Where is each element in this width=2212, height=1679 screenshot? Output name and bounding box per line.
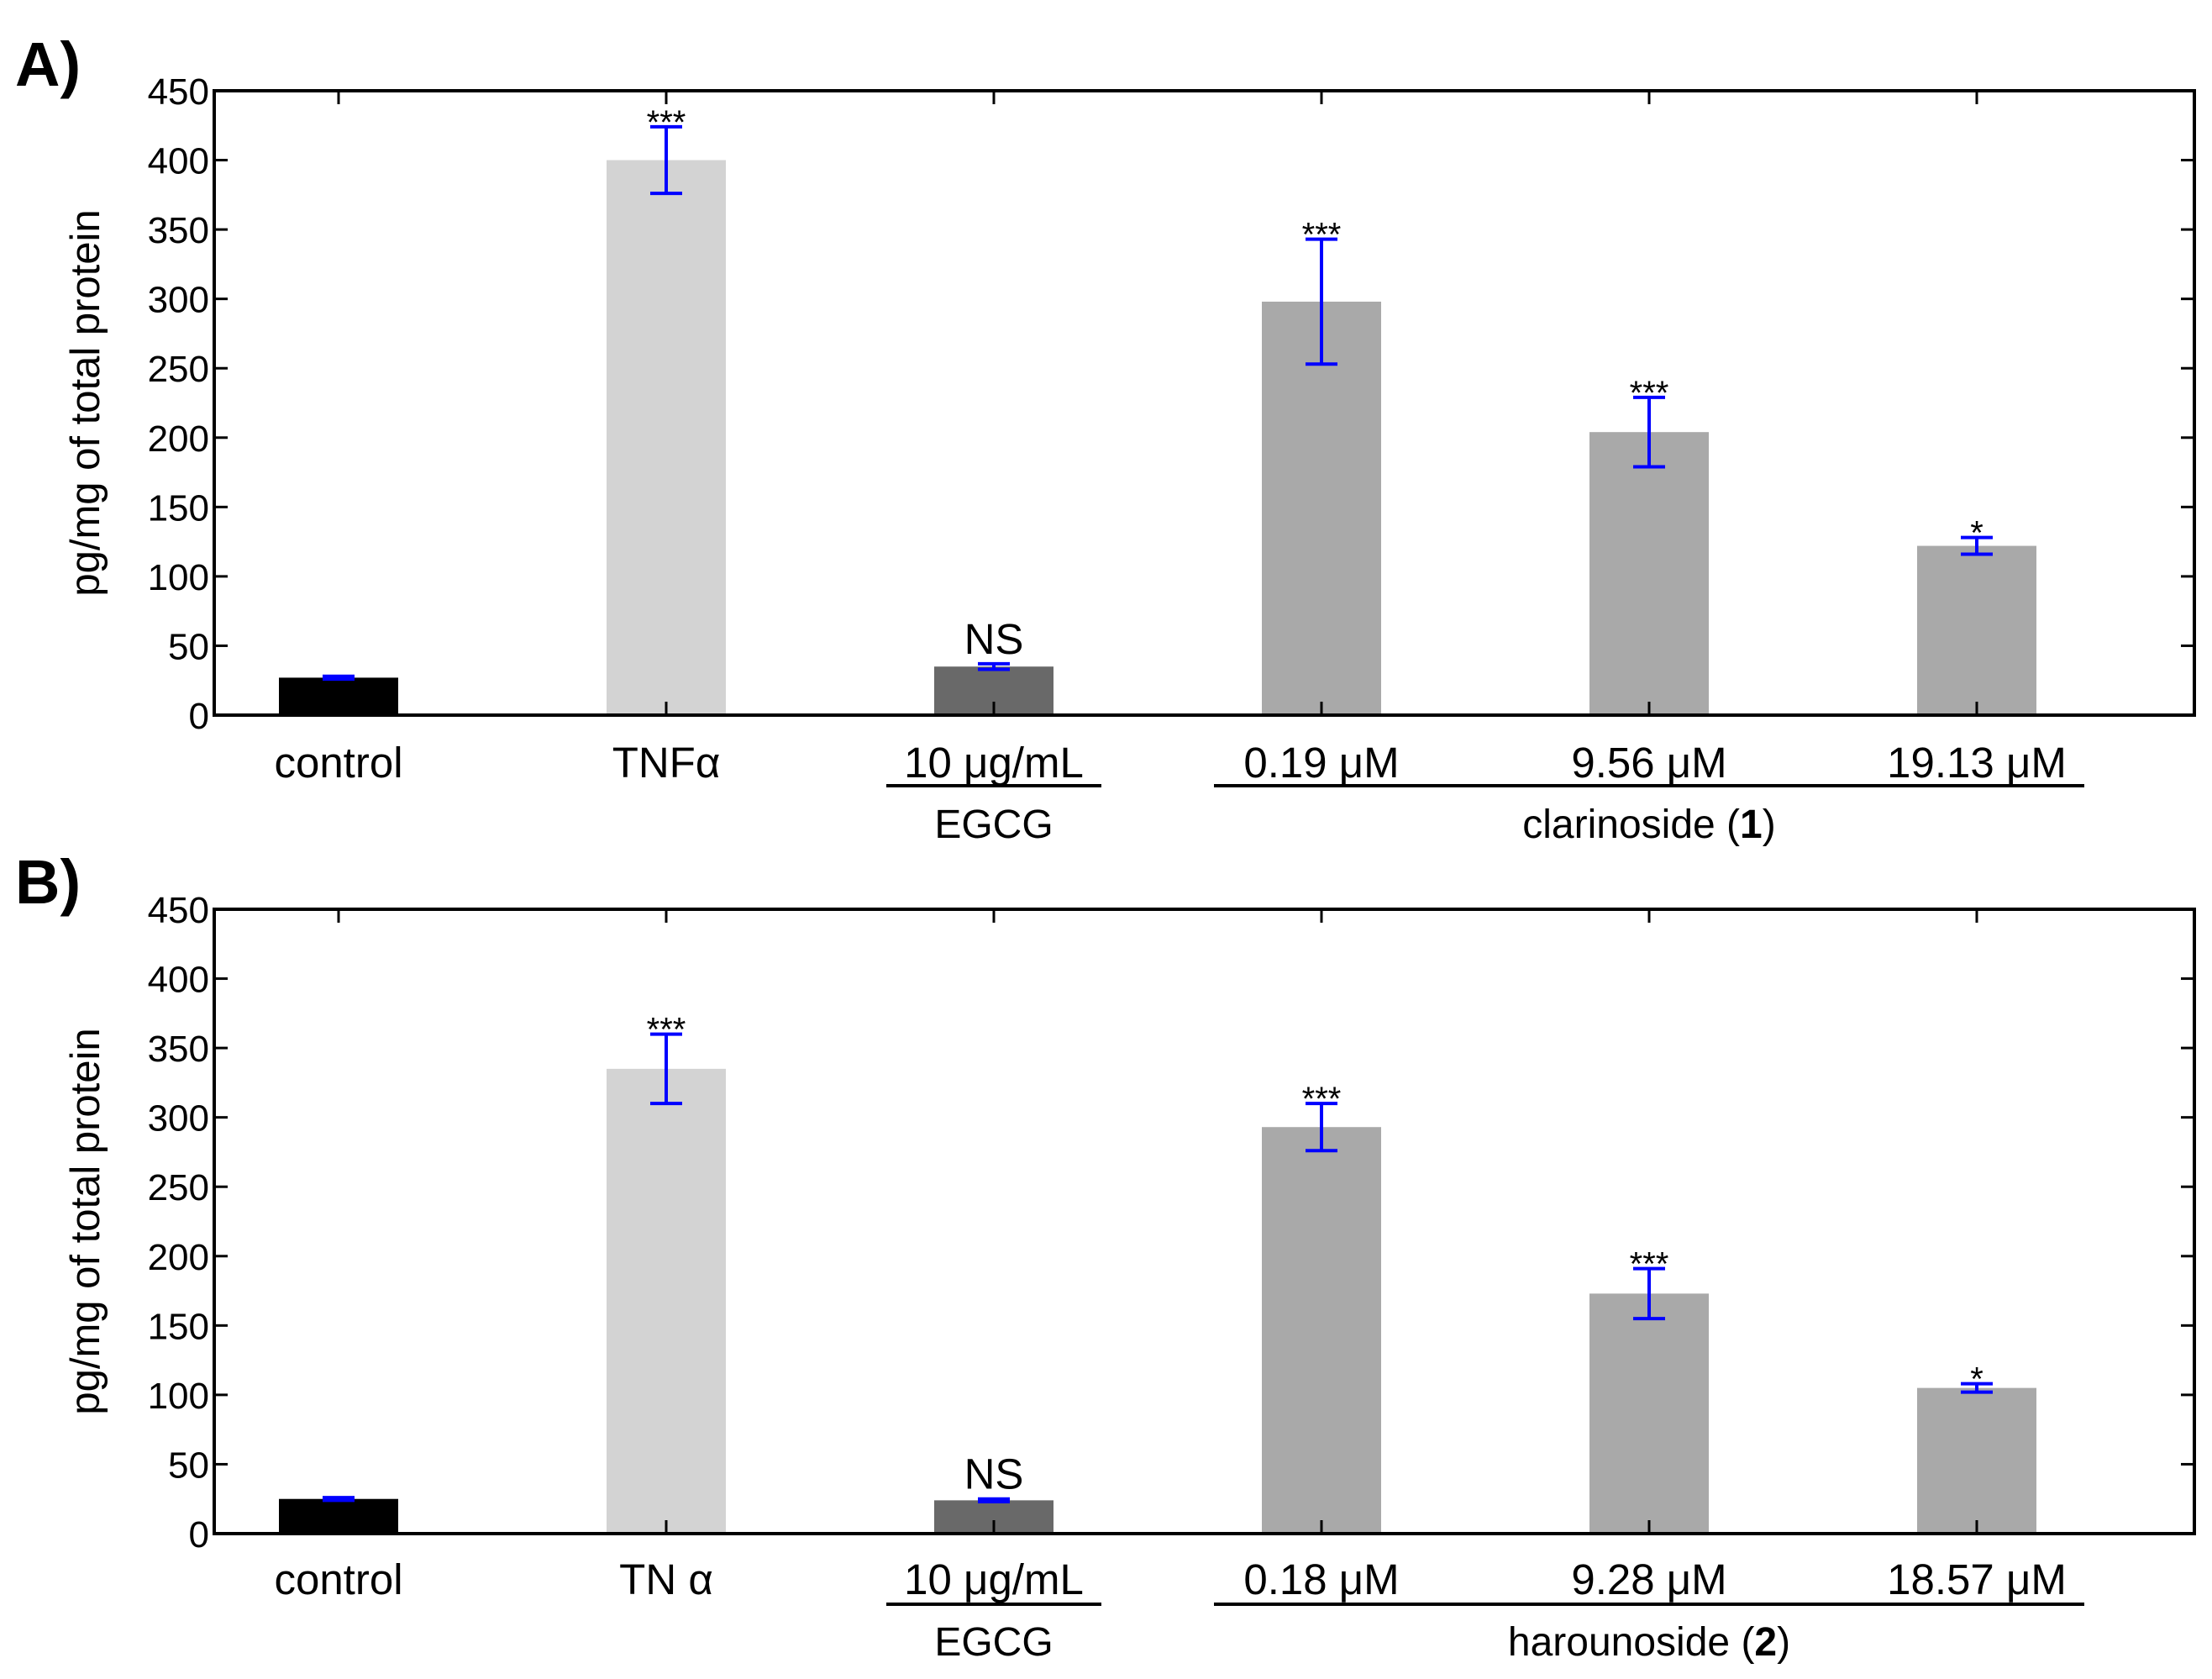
group-label: harounoside (2) [1508,1620,1790,1665]
group-label-suffix: ) [1763,803,1776,847]
x-category-label: TN α [619,1555,713,1603]
y-tick-label: 150 [148,487,209,529]
bar [607,160,726,716]
plot-frame [213,908,2196,1535]
significance-label: * [1970,515,1983,552]
panel-letter: B) [15,847,81,917]
error-bar [1961,1382,1993,1394]
group-label: EGCG [934,1620,1053,1665]
group-label: EGCG [934,803,1053,847]
significance-label: NS [964,615,1024,663]
x-category-label: 10 μg/mL [904,1555,1084,1603]
x-category-label: 10 μg/mL [904,739,1084,787]
bar [1917,545,2036,715]
group-label-text: clarinoside ( [1522,803,1740,847]
bar [1262,1127,1381,1534]
error-bar [323,1496,355,1503]
significance-label: *** [647,104,686,141]
significance-label: *** [1302,217,1342,254]
error-bar [1961,535,1993,556]
error-bar [978,1497,1010,1504]
plot-frame [213,89,2196,717]
x-category-label: TNFα [612,739,721,787]
y-tick-label: 250 [148,349,209,390]
compound-number: 1 [1740,803,1763,847]
significance-label: *** [1630,1246,1669,1283]
group-label-text: EGCG [934,803,1053,847]
group-label-text: EGCG [934,1620,1053,1665]
y-tick-label: 200 [148,418,209,460]
group-label: clarinoside (1) [1522,803,1775,847]
bar [1589,1293,1709,1534]
bar [1262,301,1381,715]
bar [607,1068,726,1534]
y-axis-label: pg/mg of total protein [63,1028,108,1414]
significance-label: *** [1302,1081,1342,1118]
group-label-text: harounoside ( [1508,1620,1755,1665]
y-tick-label: 0 [189,1514,209,1555]
error-bar [323,674,355,682]
error-bar [1306,1102,1337,1153]
y-tick-label: 300 [148,280,209,321]
y-tick-label: 450 [148,890,209,931]
panel-b: B)pg/mg of total protein ***NS*******0501… [15,847,2196,1665]
x-category-label: control [274,1555,402,1603]
y-tick-label: 150 [148,1306,209,1347]
y-tick-label: 450 [148,71,209,113]
y-tick-label: 50 [168,626,209,667]
y-tick-label: 300 [148,1098,209,1140]
error-bar [978,661,1010,671]
x-category-label: 9.56 μM [1571,739,1726,787]
error-bar [1306,237,1337,366]
x-category-label: control [274,739,402,787]
y-axis-label: pg/mg of total protein [63,209,108,596]
y-tick-label: 350 [148,210,209,251]
significance-label: * [1970,1361,1983,1398]
x-category-label: 19.13 μM [1887,739,2067,787]
panel-a: A)pg/mg of total protein***NS*******0501… [15,29,2196,847]
x-category-label: 18.57 μM [1887,1555,2067,1603]
significance-label: *** [647,1012,686,1049]
y-tick-label: 200 [148,1237,209,1278]
y-tick-label: 0 [189,696,209,737]
y-tick-label: 250 [148,1167,209,1208]
y-tick-label: 400 [148,960,209,1001]
y-tick-label: 100 [148,1376,209,1417]
group-label-suffix: ) [1777,1620,1790,1665]
compound-number: 2 [1754,1620,1777,1665]
error-bar [650,124,682,196]
x-category-label: 0.19 μM [1243,739,1399,787]
y-tick-label: 350 [148,1029,209,1070]
x-category-label: 9.28 μM [1571,1555,1726,1603]
y-tick-label: 50 [168,1445,209,1486]
error-bar [1633,395,1665,469]
bar [1917,1387,2036,1534]
y-tick-label: 400 [148,141,209,182]
error-bar [650,1032,682,1106]
bar [1589,432,1709,715]
significance-label: *** [1630,375,1669,412]
error-bar [1633,1266,1665,1321]
significance-label: NS [964,1450,1024,1498]
x-category-label: 0.18 μM [1243,1555,1399,1603]
y-tick-label: 100 [148,557,209,598]
panel-letter: A) [15,29,81,99]
